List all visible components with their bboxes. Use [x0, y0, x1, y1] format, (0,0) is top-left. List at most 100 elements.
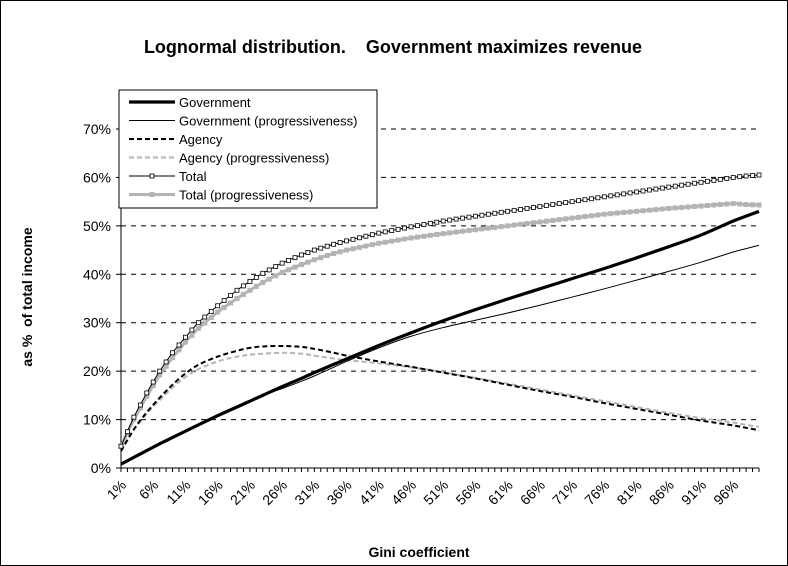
data-point-marker: [543, 203, 549, 208]
data-point-marker: [402, 236, 408, 242]
y-axis-title: as % of total income: [19, 227, 35, 366]
data-point-marker: [356, 244, 362, 250]
data-point-marker: [505, 223, 511, 229]
series-agency: [120, 344, 760, 452]
data-point-marker: [363, 233, 369, 239]
data-point-marker: [215, 309, 221, 315]
data-point-marker: [531, 205, 536, 210]
data-point-marker: [750, 173, 755, 178]
data-point-marker: [737, 174, 743, 180]
data-point-marker: [131, 414, 137, 420]
data-point-marker: [743, 173, 749, 179]
data-point-marker: [698, 179, 704, 185]
data-point-marker: [183, 334, 188, 340]
data-point-marker: [415, 223, 420, 229]
data-point-marker: [382, 239, 388, 245]
data-point-marker: [357, 235, 362, 241]
data-point-marker: [247, 287, 253, 293]
series-total: [118, 172, 762, 449]
data-point-marker: [299, 252, 304, 258]
data-point-marker: [376, 230, 382, 236]
data-point-marker: [440, 231, 446, 237]
data-point-marker: [556, 217, 562, 223]
x-tick-label: 56%: [452, 477, 483, 508]
series-lines: [118, 172, 762, 466]
x-tick-label: 71%: [549, 477, 580, 508]
data-point-marker: [498, 209, 504, 215]
data-point-marker: [717, 176, 723, 182]
legend-marker: [149, 173, 155, 179]
data-point-marker: [692, 180, 697, 186]
data-point-marker: [453, 216, 459, 222]
data-point-marker: [498, 224, 504, 230]
data-point-marker: [266, 267, 272, 273]
data-point-marker: [466, 214, 472, 220]
x-tick-label: 96%: [710, 477, 741, 508]
data-point-marker: [273, 264, 279, 269]
data-point-marker: [144, 390, 150, 396]
chart-title: Lognormal distribution. Government maxim…: [144, 37, 642, 57]
data-point-marker: [298, 262, 304, 268]
x-axis-title: Gini coefficient: [368, 544, 469, 560]
data-point-marker: [582, 197, 588, 203]
data-point-marker: [318, 255, 324, 261]
data-point-marker: [427, 220, 433, 226]
data-point-marker: [679, 182, 685, 188]
data-point-marker: [485, 225, 491, 231]
data-point-marker: [634, 208, 640, 214]
data-point-marker: [511, 222, 517, 228]
y-tick-label: 0%: [91, 460, 111, 476]
data-point-marker: [170, 355, 176, 361]
data-point-marker: [305, 250, 311, 255]
data-point-marker: [447, 217, 453, 223]
data-point-marker: [144, 393, 150, 399]
data-point-marker: [150, 383, 156, 389]
x-tick-label: 16%: [195, 477, 226, 508]
data-point-marker: [473, 213, 478, 219]
data-point-marker: [582, 214, 588, 220]
data-point-marker: [163, 363, 169, 369]
series-government: [120, 209, 760, 466]
data-point-marker: [221, 305, 227, 311]
data-point-marker: [228, 300, 234, 306]
data-point-marker: [672, 205, 678, 211]
data-point-marker: [311, 247, 317, 253]
data-point-marker: [589, 196, 594, 202]
data-point-marker: [576, 214, 582, 220]
data-point-marker: [292, 264, 298, 270]
x-tick-label: 31%: [291, 477, 322, 508]
data-point-marker: [176, 342, 182, 348]
data-point-marker: [421, 222, 427, 227]
data-point-marker: [659, 185, 665, 191]
data-point-marker: [479, 212, 485, 218]
data-point-marker: [640, 188, 646, 194]
data-point-marker: [537, 204, 543, 209]
data-point-marker: [601, 194, 607, 200]
data-point-marker: [137, 405, 143, 411]
legend-item: Total: [129, 169, 207, 184]
data-point-marker: [543, 218, 549, 224]
data-point-marker: [247, 279, 253, 284]
data-point-marker: [505, 208, 511, 214]
data-point-marker: [176, 347, 182, 353]
data-point-marker: [601, 211, 607, 217]
data-point-marker: [150, 379, 156, 385]
data-point-marker: [434, 231, 440, 237]
data-point-marker: [666, 205, 672, 211]
data-point-marker: [556, 201, 562, 206]
data-point-marker: [241, 283, 246, 289]
data-point-marker: [711, 177, 717, 183]
data-point-marker: [421, 233, 427, 239]
legend-marker: [149, 192, 155, 197]
data-point-marker: [576, 198, 581, 204]
data-point-marker: [588, 213, 594, 219]
data-point-marker: [550, 217, 556, 223]
data-point-marker: [208, 315, 214, 321]
data-point-marker: [337, 240, 343, 245]
data-point-marker: [492, 224, 498, 230]
data-point-marker: [208, 309, 214, 314]
data-point-marker: [724, 201, 730, 207]
legend-label: Total: [179, 169, 207, 184]
data-point-marker: [685, 204, 691, 210]
